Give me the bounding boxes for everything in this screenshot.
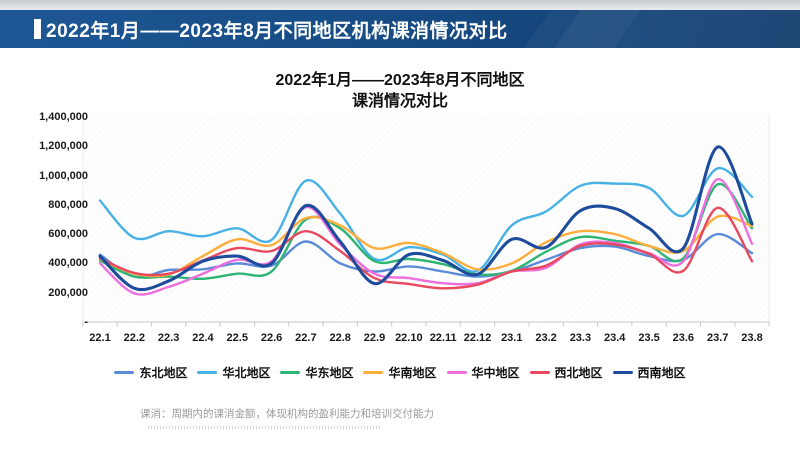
series-line-东北地区 — [98, 232, 754, 279]
legend-item-华北地区: 华北地区 — [197, 364, 270, 381]
series-line-华北地区 — [98, 167, 754, 273]
top-edge-strip — [0, 0, 800, 10]
legend-swatch — [529, 371, 550, 374]
legend-label: 华中地区 — [471, 366, 520, 380]
chart-title: 2022年1月——2023年8月不同地区 课消情况对比 — [0, 70, 800, 112]
legend-item-西南地区: 西南地区 — [612, 364, 686, 381]
footnote: 课消：周期内的课消金额，体现机构的盈利能力和培训交付能力 — [140, 408, 434, 420]
legend-item-华南地区: 华南地区 — [363, 364, 437, 381]
x-axis-label: 23.7 — [706, 332, 729, 344]
y-axis-label: 400,000 — [48, 257, 88, 270]
x-axis-label: 22.10 — [395, 332, 423, 344]
legend-swatch — [280, 371, 301, 374]
x-axis-label: 22.5 — [226, 332, 248, 344]
header-inner: 2022年1月——2023年8月不同地区机构课消情况对比 — [34, 10, 508, 48]
x-axis-label: 22.6 — [260, 332, 283, 344]
x-axis-label: 22.12 — [463, 332, 492, 344]
legend-item-华东地区: 华东地区 — [280, 364, 353, 381]
legend-item-东北地区: 东北地区 — [114, 364, 187, 381]
title-accent-bar — [34, 19, 41, 39]
y-axis-label: 1,400,000 — [39, 111, 88, 123]
legend-swatch — [363, 371, 384, 374]
y-axis-label: 1,000,000 — [39, 169, 88, 182]
micro-text-line — [148, 426, 382, 429]
legend-swatch — [612, 371, 633, 374]
x-axis-label: 22.2 — [123, 332, 146, 344]
x-axis-label: 22.4 — [192, 332, 214, 344]
x-axis-label: 22.7 — [295, 332, 317, 344]
x-axis-label: 23.1 — [501, 332, 523, 344]
x-axis-label: 23.5 — [638, 332, 660, 344]
series-line-华南地区 — [98, 214, 754, 278]
legend-swatch — [446, 371, 467, 374]
x-axis-label: 23.8 — [741, 332, 763, 344]
x-axis-label: 22.1 — [89, 332, 111, 344]
x-axis-label: 22.8 — [329, 332, 351, 344]
x-axis-label: 23.4 — [604, 332, 626, 344]
legend-label: 西北地区 — [554, 366, 603, 380]
y-axis-label: 800,000 — [48, 198, 88, 211]
chart-legend: 东北地区 华北地区 华东地区 华南地区 华中地区 西北地区 西南地区 — [0, 364, 800, 381]
y-axis-label: 200,000 — [48, 286, 88, 299]
series-line-西南地区 — [98, 145, 754, 292]
x-axis-label: 23.3 — [569, 332, 592, 344]
legend-label: 西南地区 — [637, 366, 686, 380]
legend-swatch — [114, 371, 135, 374]
legend-label: 华北地区 — [222, 366, 271, 380]
legend-item-华中地区: 华中地区 — [446, 364, 520, 381]
legend-swatch — [197, 371, 218, 374]
x-axis-label: 23.6 — [672, 332, 695, 344]
legend-label: 东北地区 — [139, 366, 188, 380]
x-axis-label: 22.11 — [429, 332, 457, 344]
page-title: 2022年1月——2023年8月不同地区机构课消情况对比 — [46, 20, 508, 42]
y-axis-label: 1,200,000 — [39, 140, 88, 153]
y-axis-label: 600,000 — [48, 228, 88, 241]
chart-title-line2: 课消情况对比 — [351, 93, 448, 110]
legend-label: 华东地区 — [305, 366, 354, 380]
x-axis-label: 23.2 — [535, 332, 557, 344]
header-bar: 2022年1月——2023年8月不同地区机构课消情况对比 — [0, 10, 800, 48]
legend-item-西北地区: 西北地区 — [529, 364, 603, 381]
x-axis-label: 22.9 — [363, 332, 386, 344]
chart-title-line1: 2022年1月——2023年8月不同地区 — [275, 72, 525, 89]
legend-label: 华南地区 — [388, 366, 437, 380]
y-axis-label: - — [84, 316, 88, 328]
x-axis-label: 22.3 — [157, 332, 180, 344]
